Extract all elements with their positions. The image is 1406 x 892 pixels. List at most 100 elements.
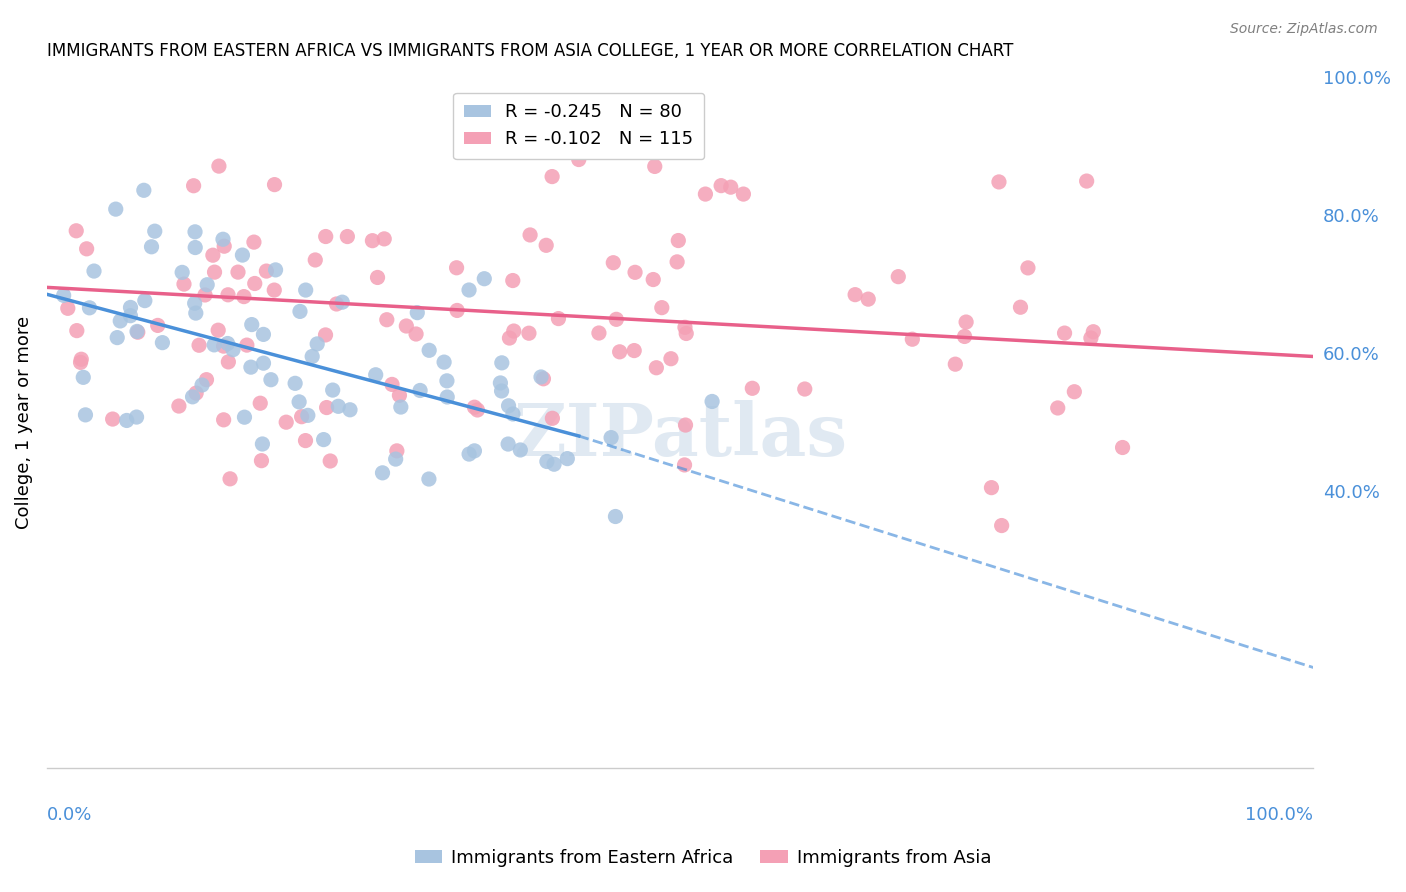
- Point: [191, 378, 214, 392]
- Point: [125, 325, 148, 339]
- Text: 0.0%: 0.0%: [46, 805, 93, 823]
- Point: [463, 443, 485, 458]
- Point: [297, 409, 319, 423]
- Point: [330, 295, 353, 310]
- Point: [395, 318, 418, 333]
- Point: [1076, 174, 1098, 188]
- Point: [127, 325, 149, 339]
- Point: [491, 356, 513, 370]
- Point: [418, 343, 440, 358]
- Point: [588, 326, 610, 340]
- Point: [375, 312, 398, 326]
- Point: [212, 339, 235, 353]
- Point: [536, 454, 558, 468]
- Point: [202, 338, 225, 352]
- Point: [252, 437, 274, 451]
- Point: [301, 350, 323, 364]
- Point: [183, 296, 205, 310]
- Text: IMMIGRANTS FROM EASTERN AFRICA VS IMMIGRANTS FROM ASIA COLLEGE, 1 YEAR OR MORE C: IMMIGRANTS FROM EASTERN AFRICA VS IMMIGR…: [46, 42, 1014, 60]
- Point: [498, 399, 520, 413]
- Point: [568, 153, 591, 167]
- Point: [793, 382, 815, 396]
- Point: [105, 330, 128, 344]
- Point: [284, 376, 307, 391]
- Point: [433, 355, 456, 369]
- Point: [312, 433, 335, 447]
- Point: [240, 318, 263, 332]
- Point: [695, 187, 717, 202]
- Point: [56, 301, 79, 316]
- Point: [496, 437, 519, 451]
- Point: [115, 413, 138, 427]
- Point: [502, 324, 524, 338]
- Point: [643, 272, 665, 286]
- Point: [233, 410, 256, 425]
- Point: [83, 264, 105, 278]
- Point: [458, 447, 481, 461]
- Point: [741, 381, 763, 395]
- Point: [194, 288, 217, 302]
- Point: [184, 241, 207, 255]
- Point: [987, 175, 1010, 189]
- Point: [288, 304, 311, 318]
- Point: [675, 418, 697, 433]
- Point: [254, 264, 277, 278]
- Point: [602, 256, 624, 270]
- Point: [322, 383, 344, 397]
- Y-axis label: College, 1 year or more: College, 1 year or more: [15, 316, 32, 529]
- Point: [288, 395, 311, 409]
- Point: [110, 314, 132, 328]
- Point: [720, 180, 742, 194]
- Point: [339, 402, 361, 417]
- Point: [294, 434, 316, 448]
- Point: [101, 412, 124, 426]
- Point: [543, 457, 565, 471]
- Point: [184, 225, 207, 239]
- Point: [328, 400, 350, 414]
- Point: [541, 169, 564, 184]
- Point: [534, 238, 557, 252]
- Point: [623, 343, 645, 358]
- Point: [901, 332, 924, 346]
- Point: [517, 118, 540, 132]
- Point: [304, 252, 326, 267]
- Point: [659, 351, 682, 366]
- Point: [436, 374, 458, 388]
- Point: [132, 183, 155, 197]
- Point: [666, 234, 689, 248]
- Point: [146, 318, 169, 333]
- Point: [212, 413, 235, 427]
- Point: [405, 326, 427, 341]
- Point: [519, 227, 541, 242]
- Point: [181, 390, 204, 404]
- Point: [186, 386, 208, 401]
- Point: [489, 376, 512, 390]
- Point: [700, 394, 723, 409]
- Point: [980, 481, 1002, 495]
- Point: [541, 411, 564, 425]
- Point: [388, 388, 411, 402]
- Point: [858, 292, 880, 306]
- Point: [361, 234, 384, 248]
- Point: [498, 331, 520, 345]
- Point: [231, 248, 253, 262]
- Point: [315, 401, 337, 415]
- Point: [201, 248, 224, 262]
- Point: [446, 260, 468, 275]
- Point: [66, 324, 89, 338]
- Point: [239, 360, 262, 375]
- Point: [76, 242, 98, 256]
- Point: [294, 283, 316, 297]
- Point: [472, 271, 495, 285]
- Point: [887, 269, 910, 284]
- Point: [644, 160, 666, 174]
- Point: [249, 396, 271, 410]
- Point: [236, 338, 259, 352]
- Point: [1080, 331, 1102, 345]
- Point: [418, 472, 440, 486]
- Point: [143, 224, 166, 238]
- Point: [243, 277, 266, 291]
- Point: [217, 336, 239, 351]
- Point: [217, 287, 239, 301]
- Point: [276, 415, 298, 429]
